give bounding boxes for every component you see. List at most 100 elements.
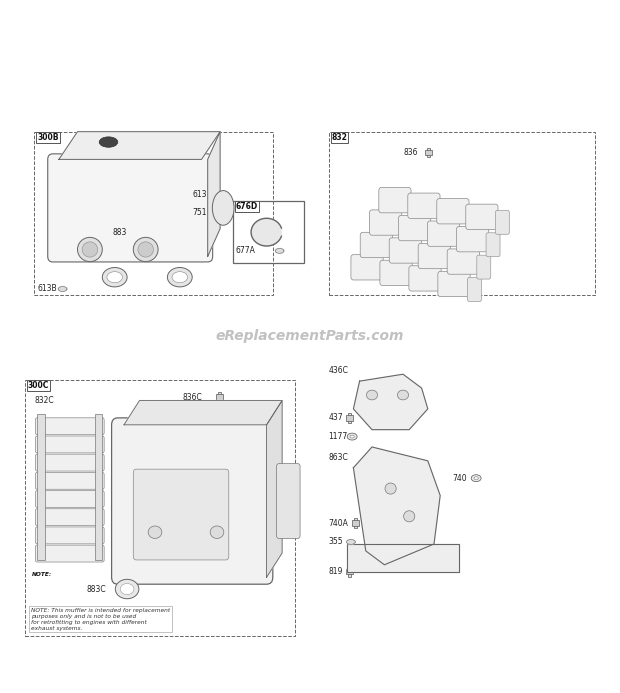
Bar [352, 520, 359, 526]
Text: 676D: 676D [236, 202, 258, 211]
Text: NOTE:: NOTE: [32, 572, 53, 577]
Polygon shape [353, 374, 428, 430]
Ellipse shape [102, 267, 127, 287]
FancyBboxPatch shape [35, 473, 104, 489]
Text: 740A: 740A [329, 519, 348, 527]
Ellipse shape [209, 209, 219, 216]
FancyBboxPatch shape [351, 255, 383, 280]
Ellipse shape [115, 579, 139, 599]
Text: 832: 832 [332, 133, 348, 142]
Ellipse shape [474, 477, 479, 480]
Bar [346, 569, 353, 574]
Ellipse shape [385, 483, 396, 494]
FancyBboxPatch shape [456, 227, 489, 252]
FancyBboxPatch shape [486, 233, 500, 256]
FancyBboxPatch shape [360, 232, 392, 258]
Bar [25, 380, 294, 636]
Ellipse shape [172, 272, 187, 283]
Text: 1177: 1177 [329, 432, 348, 441]
Polygon shape [275, 249, 284, 253]
FancyBboxPatch shape [370, 210, 402, 235]
Polygon shape [347, 540, 355, 544]
Ellipse shape [471, 475, 481, 482]
Text: 300B: 300B [37, 133, 59, 142]
Polygon shape [58, 287, 67, 291]
Text: 832C: 832C [34, 396, 54, 405]
FancyBboxPatch shape [447, 249, 479, 274]
FancyBboxPatch shape [35, 527, 104, 544]
Ellipse shape [167, 267, 192, 287]
FancyBboxPatch shape [35, 491, 104, 507]
Text: 740: 740 [453, 474, 467, 482]
FancyBboxPatch shape [35, 545, 104, 562]
Polygon shape [267, 401, 282, 577]
FancyBboxPatch shape [399, 216, 431, 240]
Ellipse shape [82, 242, 97, 257]
Bar [348, 413, 351, 423]
Polygon shape [353, 447, 440, 565]
FancyBboxPatch shape [437, 199, 469, 224]
Bar [232, 201, 304, 263]
Ellipse shape [138, 242, 153, 257]
Bar [427, 148, 430, 157]
FancyBboxPatch shape [418, 243, 451, 269]
Ellipse shape [404, 511, 415, 522]
FancyBboxPatch shape [112, 418, 273, 584]
FancyBboxPatch shape [48, 154, 213, 262]
Text: 613B: 613B [37, 285, 57, 293]
FancyBboxPatch shape [389, 238, 422, 263]
Ellipse shape [212, 211, 216, 214]
Text: NOTE: This muffler is intended for replacement
purposes only and is not to be us: NOTE: This muffler is intended for repla… [31, 608, 170, 631]
Ellipse shape [210, 526, 224, 538]
FancyBboxPatch shape [466, 204, 498, 229]
Text: 355: 355 [329, 538, 343, 546]
FancyBboxPatch shape [35, 436, 104, 453]
Polygon shape [347, 544, 459, 572]
Ellipse shape [397, 390, 409, 400]
Text: eReplacementParts.com: eReplacementParts.com [216, 329, 404, 343]
FancyBboxPatch shape [428, 221, 460, 246]
Bar [348, 567, 351, 577]
Text: 300C: 300C [28, 381, 49, 390]
Text: 836C: 836C [183, 393, 203, 401]
Ellipse shape [366, 390, 378, 400]
Text: 613: 613 [192, 190, 206, 198]
Ellipse shape [212, 191, 234, 225]
Bar [216, 394, 223, 400]
Ellipse shape [99, 137, 118, 147]
Text: 751: 751 [192, 209, 206, 217]
Polygon shape [124, 401, 282, 425]
FancyBboxPatch shape [380, 261, 412, 286]
Ellipse shape [120, 584, 134, 595]
Bar [329, 132, 595, 295]
Ellipse shape [133, 237, 158, 262]
Bar [346, 415, 353, 421]
Bar [37, 414, 45, 560]
FancyBboxPatch shape [438, 272, 470, 297]
FancyBboxPatch shape [467, 278, 482, 301]
Polygon shape [251, 218, 281, 246]
Ellipse shape [107, 272, 123, 283]
Text: 437: 437 [329, 414, 343, 422]
FancyBboxPatch shape [409, 266, 441, 291]
Text: 436C: 436C [329, 367, 348, 375]
FancyBboxPatch shape [133, 469, 229, 560]
FancyBboxPatch shape [35, 454, 104, 471]
FancyBboxPatch shape [495, 211, 510, 234]
FancyBboxPatch shape [408, 193, 440, 218]
Text: 863C: 863C [329, 453, 348, 462]
Ellipse shape [209, 191, 219, 198]
Ellipse shape [350, 435, 355, 438]
FancyBboxPatch shape [477, 255, 491, 279]
Polygon shape [208, 132, 220, 256]
Text: 883: 883 [113, 228, 127, 236]
Text: 883C: 883C [87, 585, 107, 593]
Ellipse shape [148, 526, 162, 538]
Bar [34, 132, 273, 295]
FancyBboxPatch shape [379, 188, 411, 213]
Text: 819: 819 [329, 568, 343, 576]
Polygon shape [59, 132, 220, 159]
Text: 677A: 677A [236, 247, 255, 255]
FancyBboxPatch shape [277, 464, 300, 538]
FancyBboxPatch shape [35, 418, 104, 435]
